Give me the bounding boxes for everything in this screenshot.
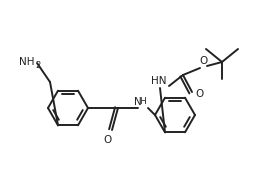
Text: O: O <box>199 56 207 66</box>
Text: O: O <box>196 89 204 99</box>
Text: O: O <box>104 135 112 145</box>
Text: H: H <box>140 98 146 107</box>
Text: HN: HN <box>151 76 167 86</box>
Text: NH: NH <box>19 57 35 67</box>
Text: N: N <box>134 97 142 107</box>
Text: 2: 2 <box>35 61 41 70</box>
